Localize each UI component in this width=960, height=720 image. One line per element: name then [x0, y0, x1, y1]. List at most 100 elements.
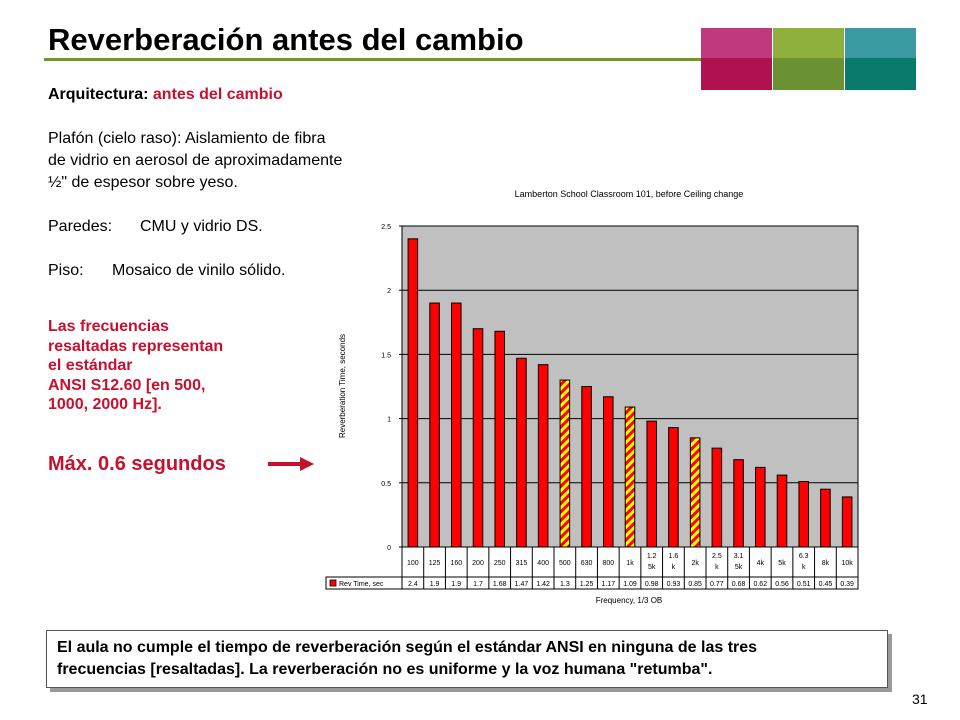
x-category-label: 200	[472, 560, 484, 567]
x-category-label: 160	[450, 560, 462, 567]
x-category-label: 500	[559, 560, 571, 567]
data-value-label: 0.68	[732, 581, 746, 588]
ansi-note-line: el estándar	[48, 357, 133, 374]
data-value-label: 1.9	[430, 581, 440, 588]
x-category-label: 5k	[735, 564, 743, 571]
reverberation-chart: Lamberton School Classroom 101, before C…	[325, 189, 859, 605]
bar	[820, 488, 831, 548]
bar	[429, 302, 440, 548]
data-value-label: 1.42	[536, 581, 550, 588]
ansi-note-line: 1000, 2000 Hz].	[48, 396, 162, 413]
ceiling-line-2: de vidrio en aerosol de aproximadamente	[48, 152, 343, 169]
bar	[733, 459, 744, 548]
data-value-label: 0.62	[753, 581, 767, 588]
legend-swatch	[329, 579, 337, 587]
bar	[603, 396, 614, 548]
x-category-label: 5k	[778, 560, 786, 567]
color-block-top-2	[773, 28, 844, 58]
data-value-label: 0.85	[688, 581, 702, 588]
y-axis-label: Reverberation Time, seconds	[338, 334, 347, 438]
x-category-label: 100	[407, 560, 419, 567]
data-value-label: 0.93	[667, 581, 681, 588]
x-category-label: 250	[494, 560, 506, 567]
bar	[516, 357, 527, 548]
data-value-label: 1.7	[473, 581, 483, 588]
x-category-label: 4k	[757, 560, 765, 567]
color-block-bottom-2	[773, 58, 844, 90]
ceiling-line-1: Plafón (cielo raso): Aislamiento de fibr…	[48, 130, 326, 147]
bar	[668, 427, 679, 548]
bar	[798, 481, 809, 548]
y-tick-label: 2	[387, 288, 391, 295]
x-category-label: k	[672, 564, 676, 571]
ansi-note: Las frecuencias resaltadas representan e…	[48, 317, 278, 415]
bar	[776, 474, 788, 548]
data-value-label: 2.4	[408, 581, 418, 588]
data-value-label: 0.51	[797, 581, 811, 588]
data-value-label: 1.9	[451, 581, 461, 588]
y-tick-label: 2.5	[381, 224, 391, 231]
walls-label: Paredes:	[48, 218, 113, 235]
x-category-label: 400	[537, 560, 549, 567]
bar-highlighted	[624, 406, 636, 548]
x-category-label: 800	[602, 560, 614, 567]
conclusion-text: El aula no cumple el tiempo de reverbera…	[57, 637, 879, 681]
walls-line: Paredes: CMU y vidrio DS.	[48, 216, 398, 238]
bar	[494, 330, 505, 548]
architecture-line: Arquitectura: antes del cambio	[48, 84, 398, 106]
conclusion-line-1: El aula no cumple el tiempo de reverbera…	[57, 639, 758, 656]
data-value-label: 1.25	[580, 581, 594, 588]
conclusion-line-2: frecuencias [resaltadas]. La reverberaci…	[57, 661, 713, 678]
ansi-note-line: Las frecuencias	[48, 318, 169, 335]
x-category-label: 630	[581, 560, 593, 567]
bar-highlighted	[689, 437, 701, 548]
x-category-label: k	[715, 564, 719, 571]
floor-line: Piso: Mosaico de vinilo sólido.	[48, 260, 398, 282]
x-category-label: 5k	[648, 564, 656, 571]
floor-value: Mosaico de vinilo sólido.	[112, 262, 286, 279]
ceiling-line-3: ½" de espesor sobre yeso.	[48, 174, 238, 191]
data-value-label: 1.09	[623, 581, 637, 588]
legend-label: Rev Time, sec	[339, 581, 384, 588]
bar	[451, 302, 462, 548]
y-tick-label: 0	[387, 545, 391, 552]
x-category-label: 1.2	[647, 553, 657, 560]
conclusion-box: El aula no cumple el tiempo de reverbera…	[46, 630, 888, 688]
title-underline	[44, 58, 704, 61]
architecture-label: Arquitectura:	[48, 86, 149, 103]
data-value-label: 0.77	[710, 581, 724, 588]
ansi-note-line: ANSI S12.60 [en 500,	[48, 376, 206, 394]
data-value-label: 0.56	[775, 581, 789, 588]
bar	[841, 496, 853, 548]
x-category-label: 315	[516, 560, 528, 567]
y-tick-label: 1.5	[381, 352, 391, 359]
page-number: 31	[912, 691, 928, 707]
x-category-label: 1.6	[669, 553, 679, 560]
x-axis-label: Frequency, 1/3 OB	[596, 596, 663, 605]
bar	[755, 466, 766, 548]
y-tick-label: 0.5	[381, 481, 391, 488]
ansi-note-line: resaltadas representan	[48, 337, 224, 355]
bar	[646, 420, 657, 548]
bar	[537, 364, 549, 548]
x-category-label: 3.1	[734, 553, 744, 560]
category-row	[401, 546, 859, 578]
bar	[581, 386, 592, 548]
x-category-label: k	[802, 564, 806, 571]
data-value-label: 0.39	[840, 581, 854, 588]
architecture-info: Arquitectura: antes del cambio Plafón (c…	[48, 84, 398, 282]
data-value-label: 0.45	[819, 581, 833, 588]
color-block-bottom-3	[845, 58, 916, 90]
data-value-label: 1.17	[601, 581, 615, 588]
x-category-label: 1k	[626, 560, 634, 567]
bar	[711, 447, 723, 548]
x-category-label: 10k	[841, 560, 853, 567]
max-limit-label: Máx. 0.6 segundos	[48, 453, 226, 475]
x-category-label: 8k	[822, 560, 830, 567]
bar	[407, 238, 419, 548]
data-value-label: 1.3	[560, 581, 570, 588]
walls-value: CMU y vidrio DS.	[140, 218, 263, 235]
data-value-label: 1.47	[515, 581, 529, 588]
x-category-label: 6.3	[799, 553, 809, 560]
data-value-label: 1.68	[493, 581, 507, 588]
